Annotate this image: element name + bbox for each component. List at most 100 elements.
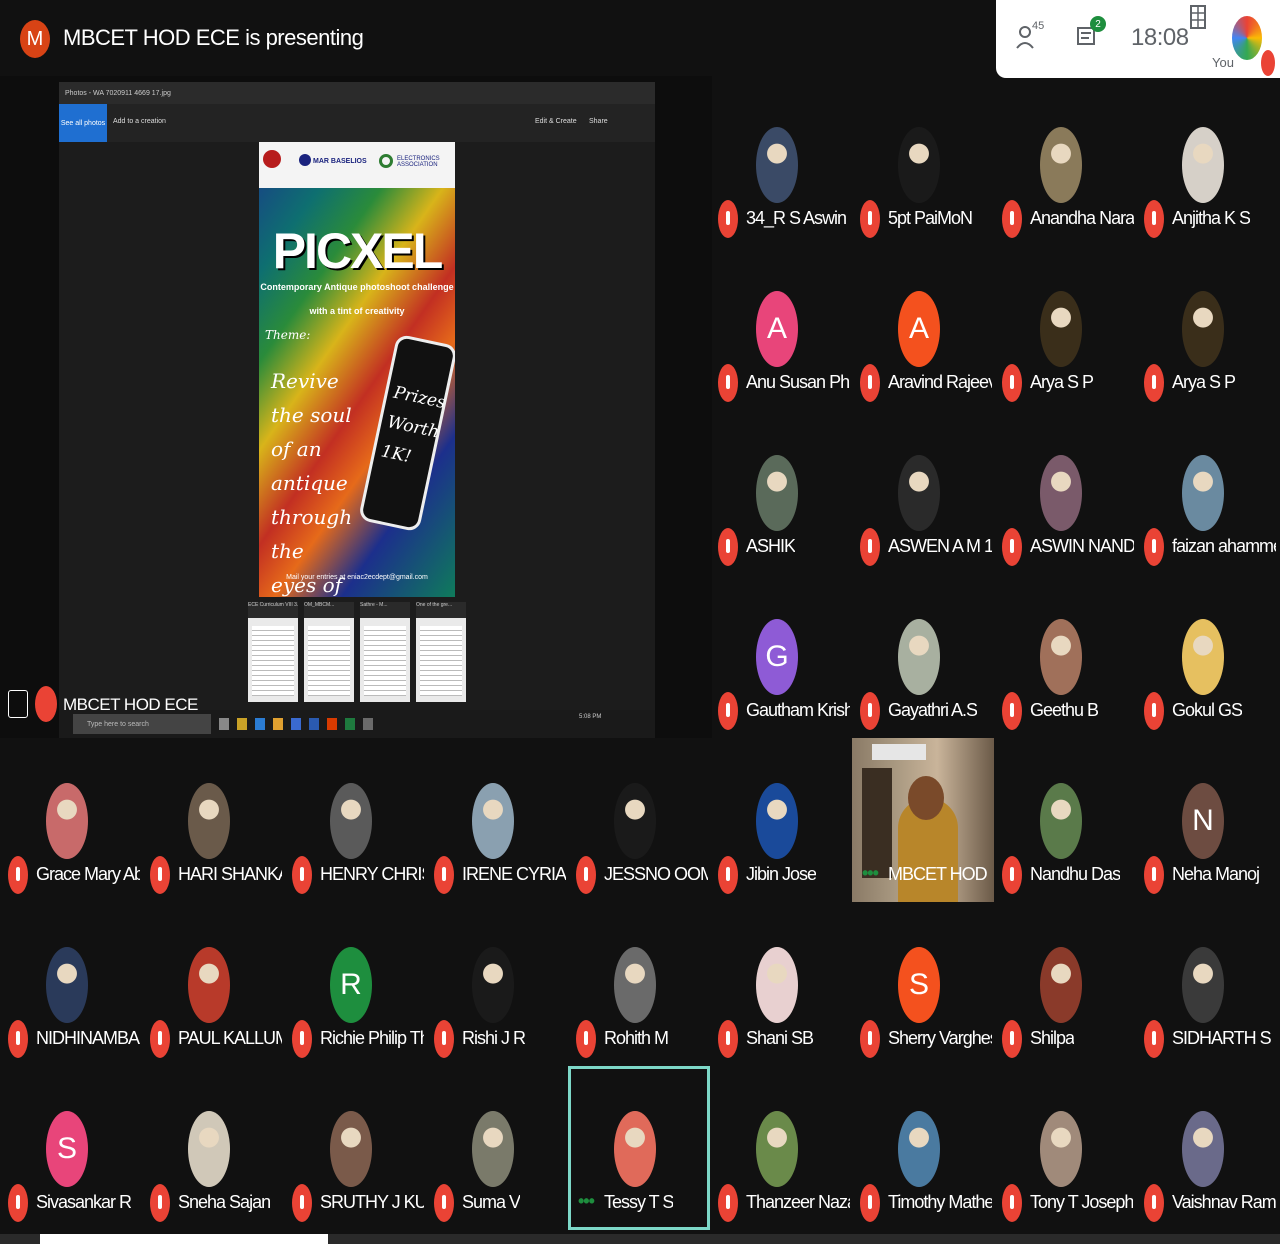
- thumbnail[interactable]: Sathre - M...: [360, 602, 410, 702]
- see-all-button[interactable]: See all photos: [59, 104, 107, 142]
- thumbnail[interactable]: OM_MBCM...: [304, 602, 354, 702]
- participant-tile[interactable]: 5pt PaiMoN: [852, 82, 994, 246]
- participant-tile[interactable]: SIDHARTH S MBT...: [1136, 902, 1278, 1066]
- participant-avatar: [330, 1111, 372, 1187]
- share-upload-icon[interactable]: [8, 690, 28, 718]
- edit-create-button[interactable]: Edit & Create: [535, 118, 577, 125]
- participant-tile[interactable]: IRENE CYRIAC ME...: [426, 738, 568, 902]
- poster-mail: Mail your entries at eniac2ecdept@gmail.…: [286, 574, 428, 581]
- participant-tile[interactable]: Rishi J R: [426, 902, 568, 1066]
- participant-name: HENRY CHRISTUD...: [320, 864, 424, 884]
- participant-name: Richie Philip Thom...: [320, 1028, 424, 1048]
- participant-tile[interactable]: Timothy Mathew: [852, 1066, 994, 1230]
- participant-tile[interactable]: S Sherry Varghese G...: [852, 902, 994, 1066]
- people-icon[interactable]: [1016, 22, 1042, 52]
- mic-off-icon: [860, 1020, 880, 1058]
- folder-icon[interactable]: [273, 718, 283, 730]
- participant-tile[interactable]: ••• Tessy T S: [568, 1066, 710, 1230]
- participant-tile[interactable]: Anandha Narayan: [994, 82, 1136, 246]
- participant-tile[interactable]: Gayathri A.S: [852, 574, 994, 738]
- participant-tile[interactable]: Geethu B: [994, 574, 1136, 738]
- activities-grid-icon[interactable]: [1190, 4, 1206, 30]
- video-ac: [872, 744, 926, 760]
- participant-tile[interactable]: S Sivasankar R: [0, 1066, 142, 1230]
- self-mic-off-icon[interactable]: [1261, 50, 1275, 76]
- participant-tile[interactable]: Shilpa: [994, 902, 1136, 1066]
- self-avatar[interactable]: [1232, 16, 1262, 60]
- mic-off-icon: [1144, 200, 1164, 238]
- participant-tile[interactable]: SRUTHY J KURIAN...: [284, 1066, 426, 1230]
- thumbnail[interactable]: ECE Curriculum VIII 3.0 2020...: [248, 602, 298, 702]
- participant-avatar: [330, 783, 372, 859]
- participant-tile[interactable]: Sneha Sajan: [142, 1066, 284, 1230]
- participant-tile[interactable]: Tony T Joseph: [994, 1066, 1136, 1230]
- add-creation-button[interactable]: Add to a creation: [113, 118, 166, 125]
- participant-tile[interactable]: Vaishnav Ram: [1136, 1066, 1278, 1230]
- participant-tile[interactable]: ASHIK: [710, 410, 852, 574]
- edge-icon[interactable]: [255, 718, 265, 730]
- participant-tile[interactable]: JESSNO OOMMEN...: [568, 738, 710, 902]
- taskbar-search[interactable]: Type here to search: [73, 714, 211, 734]
- participant-tile[interactable]: Thanzeer Nazar: [710, 1066, 852, 1230]
- participant-tile[interactable]: HENRY CHRISTUD...: [284, 738, 426, 902]
- participant-tile[interactable]: HARI SHANKAR RS: [142, 738, 284, 902]
- participant-tile[interactable]: 34_R S Aswin Raj: [710, 82, 852, 246]
- participant-tile[interactable]: ••• MBCET HOD ECE: [852, 738, 994, 902]
- powerpoint-icon[interactable]: [327, 718, 337, 730]
- participant-tile[interactable]: PAUL KALLUMALI...: [142, 902, 284, 1066]
- participant-avatar: [898, 1111, 940, 1187]
- participant-tile[interactable]: Rohith M: [568, 902, 710, 1066]
- bottom-scrollbar[interactable]: [40, 1234, 328, 1244]
- poster-subtag: with a tint of creativity: [309, 306, 405, 316]
- thumbnail-caption: Sathre - M...: [360, 602, 410, 618]
- video-head: [908, 776, 944, 820]
- task-view-icon[interactable]: [219, 718, 229, 730]
- participant-avatar: [1182, 291, 1224, 367]
- participant-tile[interactable]: Jibin Jose: [710, 738, 852, 902]
- mic-off-icon: [8, 1184, 28, 1222]
- thumbnail[interactable]: One of the gre...: [416, 602, 466, 702]
- mic-off-icon: [292, 1020, 312, 1058]
- participant-tile[interactable]: A Aravind Rajeev: [852, 246, 994, 410]
- word-icon[interactable]: [309, 718, 319, 730]
- share-button[interactable]: Share: [589, 118, 608, 125]
- participant-tile[interactable]: Grace Mary Abrah...: [0, 738, 142, 902]
- participant-tile[interactable]: N Neha Manoj: [1136, 738, 1278, 902]
- participant-tile[interactable]: ASWEN A M 18: [852, 410, 994, 574]
- participant-tile[interactable]: ASWIN NANDU A ...: [994, 410, 1136, 574]
- participant-tile[interactable]: faizan ahammed: [1136, 410, 1278, 574]
- mic-off-icon: [718, 528, 738, 566]
- participant-tile[interactable]: G Gautham Krishna: [710, 574, 852, 738]
- explorer-icon[interactable]: [237, 718, 247, 730]
- participant-avatar: S: [46, 1111, 88, 1187]
- mail-icon[interactable]: [291, 718, 301, 730]
- mic-off-icon: [1002, 528, 1022, 566]
- window-title: Photos - WA 7020911 4669 17.jpg: [59, 82, 655, 104]
- participant-tile[interactable]: Shani SB: [710, 902, 852, 1066]
- participant-tile[interactable]: R Richie Philip Thom...: [284, 902, 426, 1066]
- taskbar-thumbnails: ECE Curriculum VIII 3.0 2020... OM_MBCM.…: [248, 602, 466, 702]
- poster-headline: PICXEL: [272, 223, 444, 279]
- participant-tile[interactable]: Arya S P: [1136, 246, 1278, 410]
- self-label: You: [1212, 55, 1234, 70]
- participant-tile[interactable]: Arya S P: [994, 246, 1136, 410]
- mic-off-icon: [718, 1184, 738, 1222]
- participant-tile[interactable]: A Anu Susan Philip: [710, 246, 852, 410]
- participant-tile[interactable]: Gokul GS: [1136, 574, 1278, 738]
- participant-avatar: [46, 783, 88, 859]
- participant-avatar: [188, 1111, 230, 1187]
- participant-tile[interactable]: NIDHINAMBALIKA...: [0, 902, 142, 1066]
- participant-tile[interactable]: Suma V: [426, 1066, 568, 1230]
- photos-icon[interactable]: [363, 718, 373, 730]
- participant-avatar: A: [756, 291, 798, 367]
- chat-icon[interactable]: [1076, 24, 1098, 50]
- excel-icon[interactable]: [345, 718, 355, 730]
- participant-avatar: [1182, 1111, 1224, 1187]
- participant-avatar: [756, 783, 798, 859]
- participant-name: Sivasankar R: [36, 1192, 132, 1212]
- participant-avatar: [472, 1111, 514, 1187]
- photos-toolbar: See all photos Add to a creation Edit & …: [59, 104, 655, 142]
- presenting-label: MBCET HOD ECE is presenting: [63, 25, 364, 50]
- participant-tile[interactable]: Anjitha K S: [1136, 82, 1278, 246]
- participant-tile[interactable]: Nandhu Das: [994, 738, 1136, 902]
